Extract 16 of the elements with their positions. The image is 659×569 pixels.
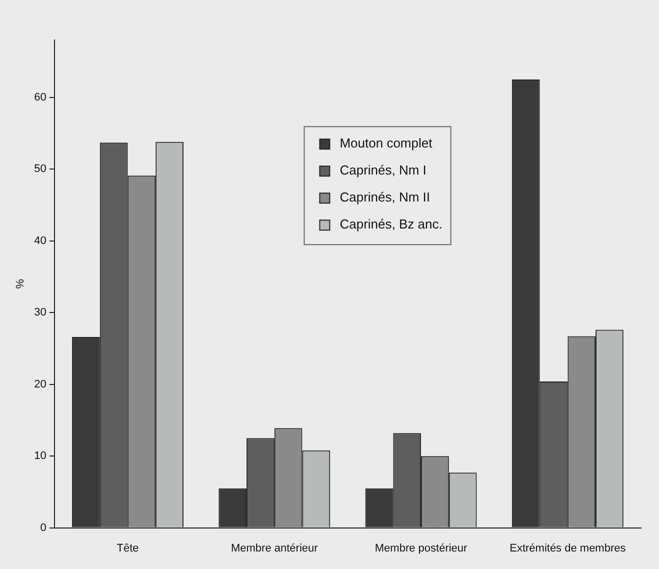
x-tick-label: Membre antérieur [230,542,318,554]
x-tick-label: Tête [116,542,139,554]
legend-label: Caprinés, Nm I [340,162,426,178]
y-tick-label: 10 [34,450,46,462]
y-tick-label: 50 [34,163,46,176]
y-tick-label: 60 [34,91,46,104]
legend-label: Mouton complet [340,136,433,151]
x-tick-label: Extrémités de membres [510,542,626,554]
x-tick-label: Membre postérieur [374,542,468,554]
legend-label: Caprinés, Bz anc. [340,216,442,232]
y-tick-label: 0 [40,522,46,534]
y-tick-label: 20 [34,378,46,390]
y-tick-label: 30 [34,306,46,319]
legend-label: Caprinés, Nm II [340,190,430,205]
y-axis-title: % [14,278,27,289]
y-tick-label: 40 [34,234,46,247]
